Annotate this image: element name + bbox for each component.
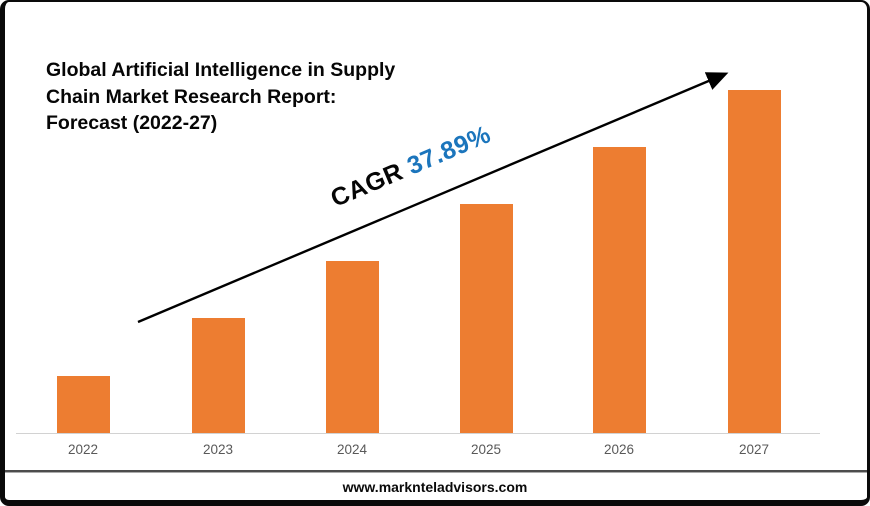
footer-divider-line — [3, 470, 867, 473]
x-axis-label-2027: 2027 — [738, 442, 770, 457]
x-axis-label-2023: 2023 — [202, 442, 234, 457]
x-axis-label-2022: 2022 — [67, 442, 99, 457]
chart-title-line-3: Forecast (2022-27) — [46, 112, 218, 134]
bar-2024 — [325, 261, 379, 433]
chart-title: Global Artificial Intelligence in Supply… — [46, 57, 395, 137]
bar-2026 — [592, 147, 646, 433]
x-axis-label-2026: 2026 — [603, 442, 635, 457]
bar-2022 — [56, 376, 110, 433]
bar-2025 — [459, 204, 513, 433]
chart-title-line-1: Global Artificial Intelligence in Supply — [46, 59, 396, 81]
bar-2023 — [191, 318, 245, 433]
chart-title-line-2: Chain Market Research Report: — [46, 85, 337, 108]
x-axis-label-2024: 2024 — [336, 442, 368, 457]
footer-bar: www.marknteladvisors.com — [0, 473, 870, 502]
website-url-text: www.marknteladvisors.com — [342, 479, 528, 495]
x-axis-label-2025: 2025 — [470, 442, 502, 457]
bar-2027 — [727, 90, 781, 433]
x-axis-line — [16, 433, 820, 434]
